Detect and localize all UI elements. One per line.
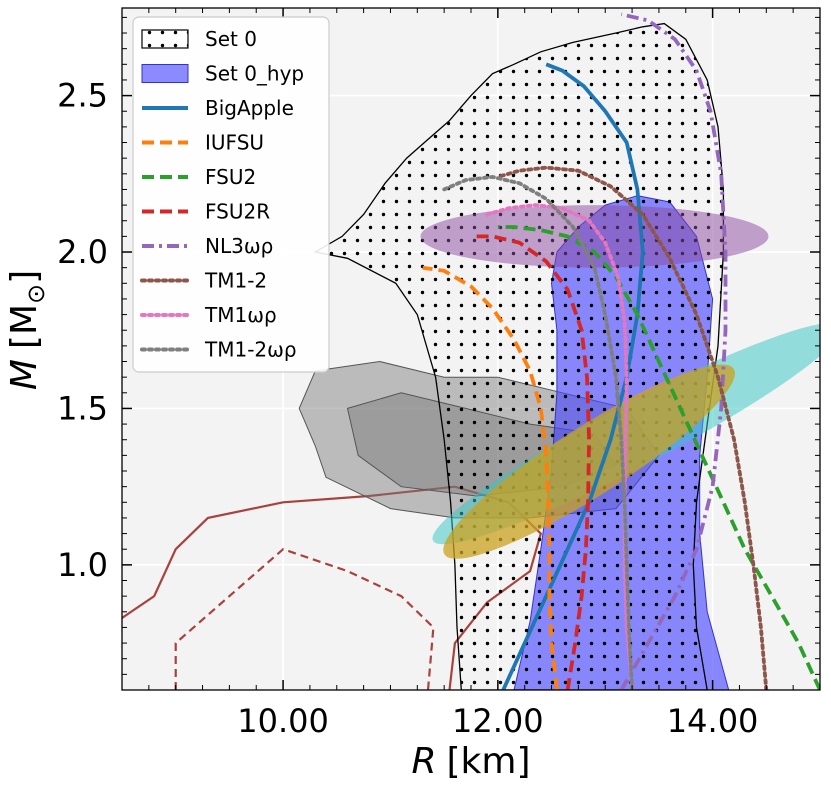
axis-ticks <box>121 8 821 690</box>
y-tick-label-1: 1.5 <box>57 389 108 427</box>
series-line-7 <box>442 174 634 690</box>
series-line-3 <box>471 234 592 690</box>
legend-swatch-set0 <box>141 29 189 49</box>
y-axis-unit-close: ] <box>4 270 45 284</box>
plot-area <box>122 12 820 690</box>
y-axis-label: M [M⊙] <box>4 270 50 390</box>
y-axis-var: M <box>4 359 45 390</box>
x-axis-label: R [km] <box>411 741 530 782</box>
series-line-2 <box>497 225 820 690</box>
legend-swatch-set0-hyp <box>141 64 189 83</box>
legend-label-0: Set 0 <box>205 27 257 51</box>
series-line-4 <box>619 12 728 690</box>
y-axis-unit-open: [M <box>4 304 45 349</box>
legend-label-5: FSU2R <box>205 200 270 224</box>
axis-tick-labels: 10.00 12.00 14.00 1.0 1.5 2.0 2.5 <box>57 77 758 740</box>
legend: Set 0 Set 0_hyp BigApple IUFSU FSU2 FSU2R NL3ω… <box>132 16 330 373</box>
legend-label-2: BigApple <box>205 96 294 120</box>
legend-label-7: TM1-2 <box>204 269 267 293</box>
y-tick-label-3: 2.5 <box>57 77 108 115</box>
y-axis-unit-sub: ⊙ <box>22 284 50 304</box>
series-line-1 <box>422 265 559 690</box>
legend-label-8: TM1ωρ <box>204 303 277 327</box>
y-tick-label-2: 2.0 <box>57 233 108 271</box>
legend-label-1: Set 0_hyp <box>205 62 304 86</box>
y-tick-label-0: 1.0 <box>57 546 108 584</box>
outline-contour-1 <box>174 547 435 690</box>
legend-label-4: FSU2 <box>205 165 256 189</box>
constraint-ellipse-0 <box>420 205 769 268</box>
x-axis-var: R <box>411 741 436 782</box>
band-set0 <box>313 22 725 690</box>
x-axis-unit: [km] <box>447 741 531 782</box>
constraint-ellipse-2 <box>443 364 735 559</box>
legend-label-3: IUFSU <box>205 131 264 155</box>
x-tick-label-1: 12.00 <box>452 702 544 740</box>
legend-box <box>132 16 330 373</box>
x-tick-label-2: 14.00 <box>667 702 759 740</box>
series-line-5 <box>495 165 769 690</box>
legend-label-6: NL3ωρ <box>205 234 273 258</box>
legend-label-9: TM1-2ωρ <box>204 338 297 362</box>
x-tick-label-0: 10.00 <box>237 702 329 740</box>
